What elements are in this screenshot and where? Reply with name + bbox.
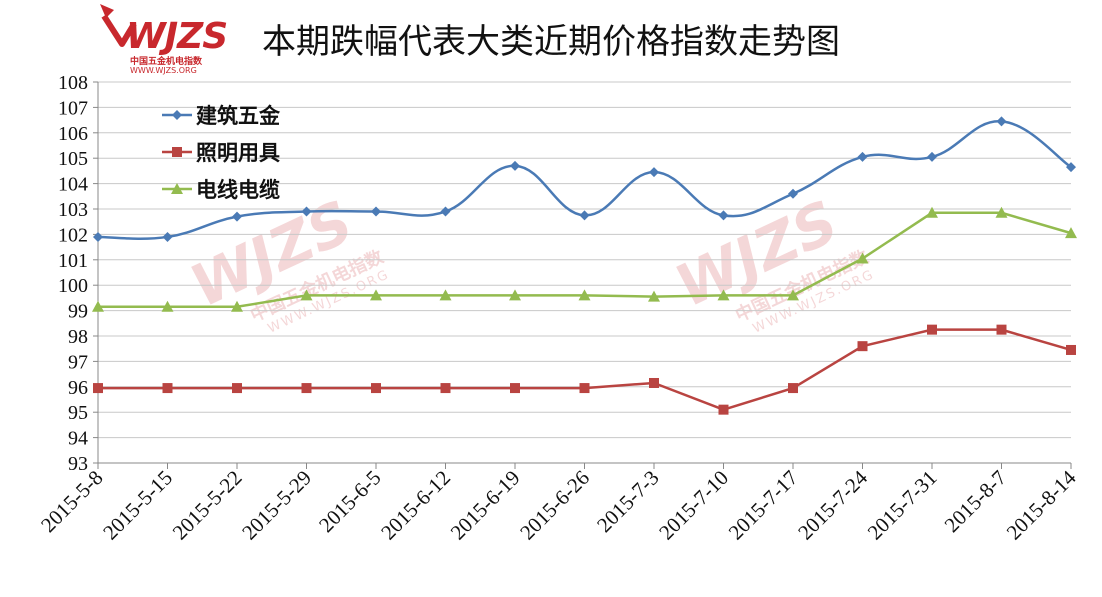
data-point <box>579 210 590 221</box>
x-tick-label: 2015-6-5 <box>314 466 385 537</box>
data-point <box>370 289 382 301</box>
y-tick-label: 99 <box>68 301 88 323</box>
legend-marker <box>171 183 183 194</box>
x-tick-label: 2015-5-8 <box>36 466 107 537</box>
data-point <box>578 289 591 301</box>
y-tick-label: 100 <box>58 275 88 297</box>
data-point <box>856 252 869 264</box>
data-point <box>439 289 452 301</box>
logo-mark: WJZS <box>126 16 228 57</box>
data-point <box>301 383 312 394</box>
data-point <box>717 289 730 301</box>
data-point <box>787 289 799 301</box>
data-point <box>162 231 173 242</box>
x-tick-label: 2015-6-19 <box>446 466 525 545</box>
y-tick-label: 108 <box>58 72 88 94</box>
data-point <box>718 404 729 415</box>
legend-marker <box>172 147 182 157</box>
data-point <box>510 383 520 394</box>
x-tick-label: 2015-5-22 <box>168 466 247 545</box>
data-point <box>232 211 242 222</box>
y-tick-label: 96 <box>68 377 88 399</box>
logo-url-text: WWW.WJZS.ORG <box>130 66 197 75</box>
series-line <box>98 328 1072 411</box>
data-point <box>718 210 729 221</box>
data-point <box>927 151 937 162</box>
data-point <box>300 289 313 301</box>
data-point <box>996 116 1007 127</box>
chart-title: 本期跌幅代表大类近期价格指数走势图 <box>262 22 840 62</box>
data-point <box>996 324 1007 335</box>
y-tick-label: 104 <box>58 174 88 196</box>
logo-arrow-icon <box>100 4 137 47</box>
data-point <box>509 289 521 301</box>
data-point <box>510 160 520 171</box>
data-point <box>995 206 1008 218</box>
x-tick-label: 2015-7-24 <box>793 465 872 544</box>
data-point <box>232 383 242 394</box>
y-tick-label: 101 <box>58 250 88 272</box>
x-tick-label: 2015-5-29 <box>237 466 316 545</box>
data-point <box>857 341 868 352</box>
data-point <box>162 383 173 394</box>
x-tick-label: 2015-7-17 <box>724 466 803 545</box>
data-point <box>371 206 381 217</box>
y-tick-label: 94 <box>68 428 88 450</box>
y-tick-label: 102 <box>58 224 88 246</box>
data-point <box>1066 162 1076 173</box>
data-point <box>788 383 798 394</box>
x-tick-label: 2015-6-12 <box>376 466 455 545</box>
x-tick-label: 2015-5-15 <box>98 466 177 545</box>
y-tick-label: 107 <box>58 97 88 119</box>
legend-marker <box>172 110 182 120</box>
x-tick-label: 2015-8-14 <box>1002 465 1081 544</box>
data-point <box>649 167 659 178</box>
data-point <box>649 377 659 388</box>
data-point <box>440 383 451 394</box>
data-point <box>93 383 103 394</box>
legend-label: 建筑五金 <box>196 104 281 128</box>
y-tick-label: 97 <box>68 351 88 373</box>
data-point <box>1065 227 1077 239</box>
data-point <box>648 290 660 302</box>
y-tick-label: 93 <box>68 453 88 475</box>
y-tick-label: 106 <box>58 123 88 145</box>
data-point <box>440 206 451 217</box>
legend-label: 照明用具 <box>196 141 280 165</box>
x-tick-label: 2015-7-10 <box>654 466 733 545</box>
y-tick-label: 98 <box>68 326 88 348</box>
wjzs-logo: WJZS 中国五金机电指数 WWW.WJZS.ORG <box>100 4 230 76</box>
y-tick-label: 95 <box>68 402 88 424</box>
x-tick-label: 2015-6-26 <box>515 466 594 545</box>
data-point <box>927 324 937 335</box>
data-point <box>857 151 868 162</box>
logo-cn-text: 中国五金机电指数 <box>130 57 203 67</box>
data-point <box>1066 344 1076 355</box>
data-point <box>231 300 243 312</box>
data-point <box>788 188 798 199</box>
x-tick-label: 2015-7-3 <box>592 466 663 537</box>
data-point <box>371 383 381 394</box>
data-point <box>301 206 312 217</box>
data-point <box>161 300 174 312</box>
y-tick-label: 105 <box>58 148 88 170</box>
legend-label: 电线电缆 <box>196 178 280 202</box>
x-tick-label: 2015-8-7 <box>940 466 1011 537</box>
data-point <box>579 383 590 394</box>
data-point <box>93 231 103 242</box>
y-tick-label: 103 <box>58 199 88 221</box>
x-tick-label: 2015-7-31 <box>863 466 942 545</box>
data-point <box>92 300 104 312</box>
data-point <box>926 206 938 218</box>
